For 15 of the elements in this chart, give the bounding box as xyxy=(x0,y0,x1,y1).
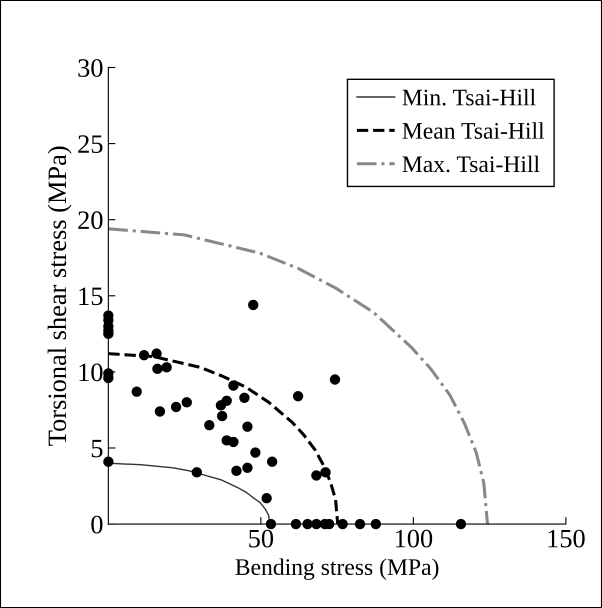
y-tick-label: 25 xyxy=(78,135,102,154)
y-tick-label: 20 xyxy=(78,211,102,230)
legend-label: Min. Tsai-Hill xyxy=(402,88,536,106)
y-tick-label: 15 xyxy=(79,288,102,306)
x-tick-label: 50 xyxy=(249,530,274,548)
y-tick-label: 30 xyxy=(78,59,102,77)
x-tick-label: 150 xyxy=(548,530,585,548)
y-tick-label: 5 xyxy=(92,440,102,458)
y-axis-title: Torsional shear stress (MPa) xyxy=(48,146,72,446)
y-tick-label: 10 xyxy=(79,364,102,382)
x-tick-label: 100 xyxy=(396,530,432,548)
legend-label: Max. Tsai-Hill xyxy=(402,156,540,172)
x-axis-title: Bending stress (MPa) xyxy=(235,558,438,580)
legend-label: Mean Tsai-Hill xyxy=(402,122,544,139)
y-tick-label: 0 xyxy=(91,516,102,534)
